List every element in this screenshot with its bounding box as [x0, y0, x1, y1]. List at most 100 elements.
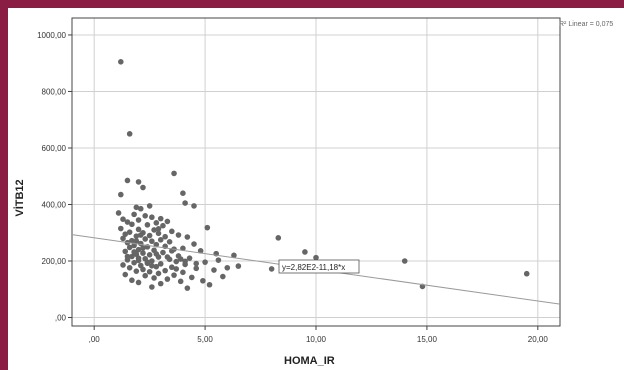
data-point: [220, 273, 226, 280]
data-point: [120, 262, 126, 268]
data-point: [135, 217, 142, 223]
data-point: [118, 191, 124, 198]
y-tick-label: 400,00: [42, 200, 67, 209]
data-point: [120, 235, 126, 242]
data-point: [142, 272, 148, 279]
data-point: [523, 270, 530, 277]
data-point: [122, 231, 129, 237]
data-point: [224, 264, 231, 271]
data-point: [140, 184, 146, 191]
data-point: [268, 266, 275, 272]
y-tick-label: 1000,00: [37, 31, 66, 40]
data-point: [135, 246, 142, 253]
fit-equation-box: y=2,82E2-11,18*x: [278, 259, 360, 274]
data-point: [162, 267, 168, 274]
data-point: [133, 238, 140, 244]
data-point: [191, 203, 197, 209]
data-point: [131, 249, 137, 255]
data-point: [275, 235, 282, 241]
data-point: [118, 225, 124, 232]
data-point: [129, 253, 135, 260]
data-point: [126, 229, 133, 235]
data-point: [155, 230, 162, 237]
data-point: [215, 257, 222, 263]
data-point: [182, 258, 188, 265]
data-point: [149, 238, 155, 245]
x-tick-label: 15,00: [417, 335, 438, 344]
scatter-chart: ,00 200,00 400,00 600,00 800,00 1000,00 ,00 5,…: [13, 17, 613, 367]
data-point: [157, 237, 164, 243]
r2-label: R² Linear = 0,075: [559, 21, 613, 28]
data-point: [142, 212, 148, 219]
data-point: [180, 269, 186, 276]
data-point: [126, 264, 133, 271]
y-tick-label: 200,00: [42, 257, 67, 266]
data-point: [169, 264, 175, 271]
x-axis-ticks: ,00 5,00 10,00 15,00 20,00: [89, 326, 549, 344]
data-point: [313, 254, 319, 261]
data-point: [153, 251, 160, 257]
data-point: [171, 272, 177, 278]
x-tick-label: 10,00: [306, 335, 327, 344]
data-point: [135, 179, 142, 185]
data-point: [149, 214, 155, 221]
data-point: [164, 254, 171, 260]
data-point: [126, 131, 133, 137]
y-axis-title: VİTB12: [13, 179, 26, 216]
data-point: [129, 221, 135, 228]
x-tick-label: 5,00: [197, 335, 213, 344]
data-point: [153, 220, 160, 226]
data-point: [133, 204, 140, 211]
data-point: [151, 275, 157, 281]
data-point: [140, 266, 146, 273]
data-point: [135, 279, 142, 286]
x-axis-title: HOMA_IR: [284, 355, 335, 367]
data-point: [131, 211, 137, 218]
data-point: [146, 203, 153, 209]
data-point: [155, 270, 162, 277]
data-point: [140, 245, 146, 251]
grid: [72, 18, 560, 326]
data-point: [193, 260, 200, 267]
data-point: [173, 266, 180, 272]
data-point: [131, 259, 137, 266]
data-point: [118, 58, 124, 65]
data-point: [211, 267, 217, 273]
data-point: [122, 271, 129, 278]
data-point: [184, 234, 191, 240]
data-point: [180, 190, 186, 196]
x-tick-label: ,00: [89, 335, 101, 344]
data-point: [177, 278, 184, 285]
data-point: [133, 268, 140, 274]
data-point: [146, 232, 153, 239]
data-point: [231, 252, 237, 259]
data-point: [173, 258, 180, 265]
data-point: [129, 277, 135, 284]
data-point: [151, 227, 157, 233]
data-point: [157, 215, 164, 222]
data-point: [182, 200, 188, 206]
data-point: [149, 284, 155, 290]
data-point: [302, 249, 308, 255]
data-point: [166, 238, 173, 245]
data-point: [160, 249, 166, 256]
x-tick-label: 20,00: [528, 335, 549, 344]
data-point: [124, 219, 131, 225]
data-points: [115, 58, 530, 291]
data-point: [155, 225, 162, 232]
data-point: [188, 274, 195, 281]
data-point: [164, 218, 171, 225]
data-point: [149, 263, 155, 269]
data-point: [202, 259, 208, 265]
data-point: [169, 228, 175, 235]
data-point: [235, 263, 242, 269]
data-point: [200, 277, 206, 284]
data-point: [175, 232, 182, 238]
data-point: [146, 268, 153, 275]
data-point: [135, 255, 142, 261]
data-point: [206, 281, 213, 288]
data-point: [137, 205, 144, 212]
y-tick-label: 800,00: [42, 87, 67, 96]
data-point: [124, 253, 131, 260]
data-point: [140, 250, 146, 256]
